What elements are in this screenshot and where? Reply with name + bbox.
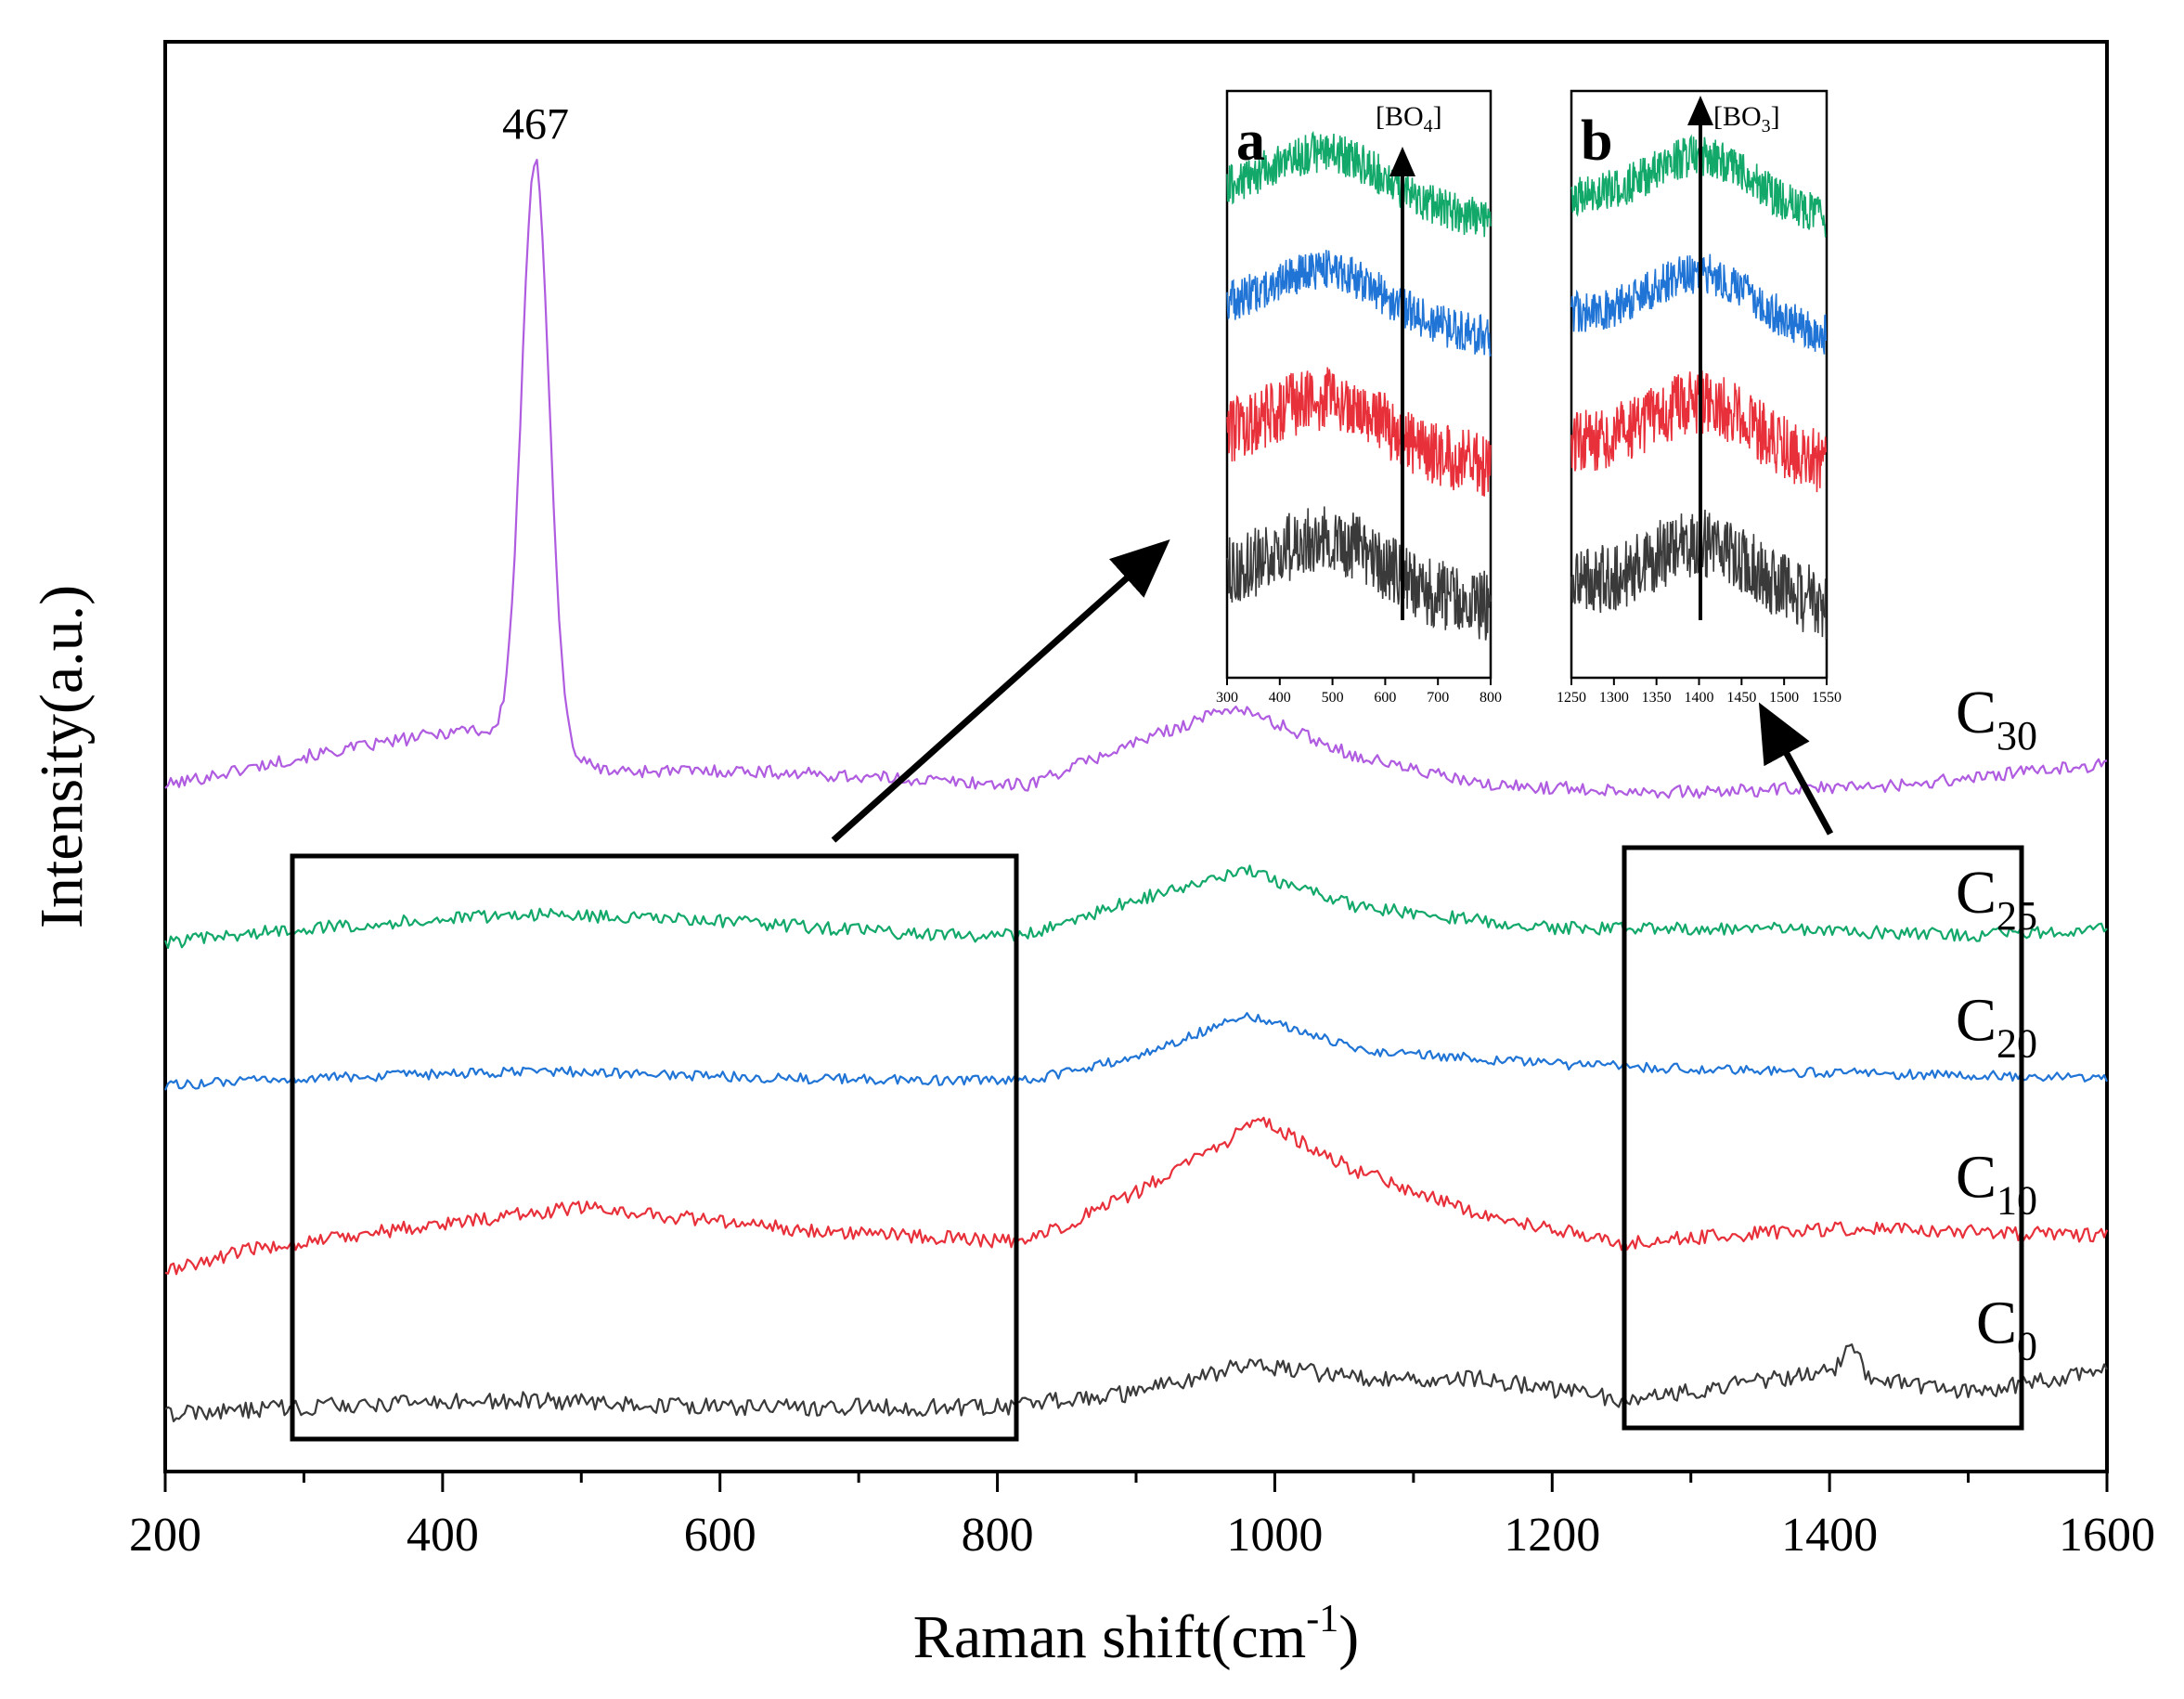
- inset-a-tick-label-300: 300: [1216, 690, 1238, 706]
- series-label-base-C0: C: [1976, 1289, 2017, 1356]
- inset-a-series-C10: [1226, 367, 1492, 497]
- inset-b-tick-label-1300: 1300: [1599, 690, 1629, 706]
- inset-b-marker-sub: 3: [1762, 116, 1771, 136]
- series-C30: [164, 159, 2108, 799]
- inset-b-marker-label: [BO3]: [1713, 101, 1780, 136]
- series-label-sub-C30: 30: [1997, 713, 2037, 759]
- zoom-box-a: [290, 853, 1019, 1442]
- y-axis-title: Intensity(a.u.): [28, 585, 96, 928]
- inset-a-series-C20: [1226, 250, 1492, 357]
- inset-b-label: b: [1581, 110, 1612, 173]
- series-label-C10: C10: [1956, 1143, 2037, 1223]
- series-label-sub-C10: 10: [1997, 1177, 2037, 1223]
- series-label-C30: C30: [1956, 679, 2037, 759]
- series-C0: [164, 1343, 2108, 1422]
- series-label-base-C10: C: [1956, 1143, 1997, 1211]
- series-group: [163, 159, 2109, 1422]
- inset-b-tick-label-1450: 1450: [1726, 690, 1756, 706]
- inset-a: 300 400 500 600 700 800 a [BO4]: [1216, 89, 1502, 706]
- inset-a-marker-label: [BO4]: [1376, 101, 1442, 136]
- inset-a-marker-end: ]: [1433, 101, 1442, 132]
- x-axis-title-base: Raman shift(cm: [913, 1603, 1306, 1671]
- inset-b-tick-label-1250: 1250: [1557, 690, 1586, 706]
- series-C25: [163, 864, 2108, 950]
- inset-a-series: [1226, 130, 1492, 641]
- inset-a-tick-label-400: 400: [1269, 690, 1291, 706]
- x-axis: 200 400 600 800 1000 1200 1400 1600: [129, 1472, 2155, 1562]
- inset-a-tick-label-800: 800: [1480, 690, 1502, 706]
- inset-a-series-C25: [1226, 130, 1492, 238]
- series-label-base-C30: C: [1956, 679, 1997, 746]
- inset-b-tick-label-1350: 1350: [1642, 690, 1672, 706]
- inset-a-marker-sub: 4: [1424, 116, 1433, 136]
- x-tick-label-1600: 1600: [2059, 1509, 2155, 1562]
- series-C20: [163, 1012, 2109, 1091]
- inset-a-x-axis: 300 400 500 600 700 800: [1216, 678, 1502, 706]
- arrow-to-inset-a: [831, 539, 1170, 843]
- inset-b-tick-label-1550: 1550: [1812, 690, 1842, 706]
- inset-b: 1250 1300 1350 1400 1450 1500 1550 b [BO3]: [1557, 89, 1842, 706]
- peak-annotation-467: 467: [502, 100, 569, 149]
- series-label-sub-C20: 20: [1997, 1020, 2037, 1066]
- inset-a-tick-label-700: 700: [1427, 690, 1449, 706]
- zoom-box-b: [1622, 845, 2024, 1431]
- series-label-base-C20: C: [1956, 986, 1997, 1054]
- series-C10: [164, 1116, 2109, 1276]
- series-label-C25: C25: [1956, 859, 2037, 939]
- inset-a-label: a: [1236, 110, 1265, 173]
- x-tick-label-400: 400: [407, 1509, 479, 1562]
- series-label-sub-C25: 25: [1997, 893, 2037, 939]
- inset-b-tick-label-1400: 1400: [1685, 690, 1714, 706]
- x-tick-label-600: 600: [684, 1509, 756, 1562]
- inset-b-marker-base: [BO: [1713, 101, 1762, 132]
- series-label-base-C25: C: [1956, 859, 1997, 927]
- x-tick-label-1200: 1200: [1504, 1509, 1600, 1562]
- inset-b-x-axis: 1250 1300 1350 1400 1450 1500 1550: [1557, 678, 1842, 706]
- inset-a-tick-label-600: 600: [1374, 690, 1396, 706]
- x-tick-label-1400: 1400: [1781, 1509, 1878, 1562]
- x-tick-label-200: 200: [129, 1509, 201, 1562]
- inset-b-tick-label-1500: 1500: [1769, 690, 1799, 706]
- inset-a-series-C0: [1226, 506, 1492, 641]
- x-axis-title: Raman shift(cm-1): [913, 1598, 1359, 1671]
- x-tick-label-800: 800: [962, 1509, 1034, 1562]
- inset-b-marker-end: ]: [1771, 101, 1780, 132]
- arrow-to-inset-b: [1758, 702, 1834, 836]
- inset-a-tick-label-500: 500: [1322, 690, 1344, 706]
- inset-a-marker-base: [BO: [1376, 101, 1424, 132]
- x-axis-title-end: ): [1338, 1603, 1359, 1671]
- series-label-C20: C20: [1956, 986, 2037, 1066]
- series-label-C0: C0: [1976, 1289, 2037, 1368]
- x-axis-title-sup: -1: [1306, 1598, 1338, 1641]
- x-tick-label-1000: 1000: [1226, 1509, 1323, 1562]
